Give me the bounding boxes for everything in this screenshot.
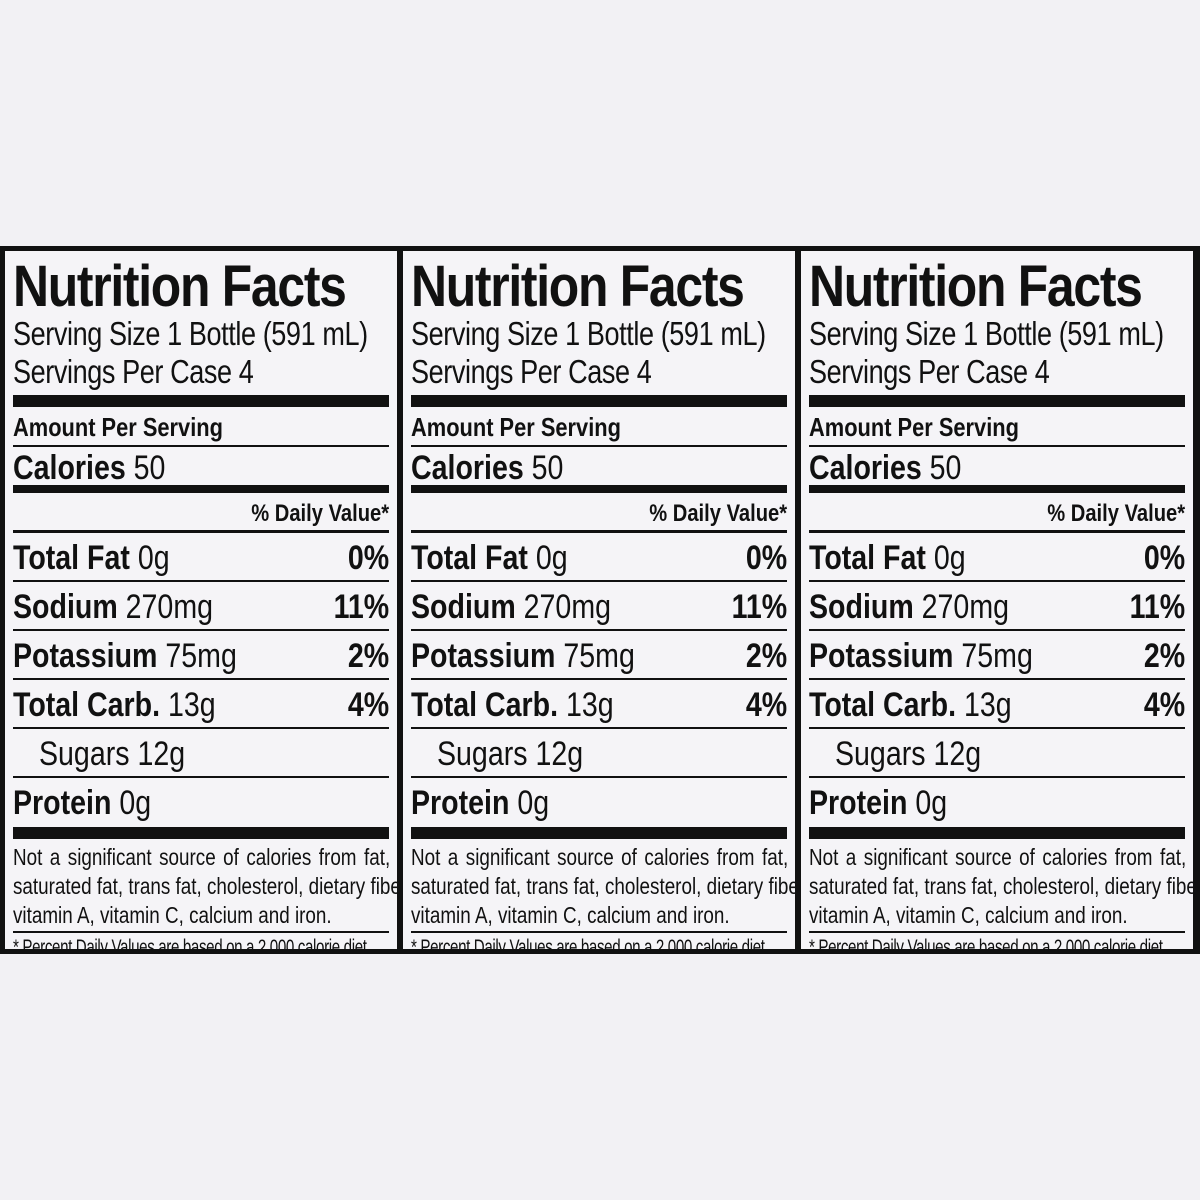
- nutrition-panel: Nutrition Facts Serving Size 1 Bottle (5…: [801, 251, 1193, 949]
- divider-medium: [809, 487, 1185, 493]
- serving-size: Serving Size 1 Bottle (591 mL): [13, 315, 368, 352]
- nutrient-row: Total Carb. 13g 4%: [809, 680, 1185, 729]
- calories-row: Calories 50: [411, 447, 787, 487]
- serving-size: Serving Size 1 Bottle (591 mL): [411, 315, 766, 352]
- nutrient-row: Sodium 270mg 11%: [809, 582, 1185, 631]
- daily-value-percent: 2%: [1143, 637, 1185, 675]
- footnote: * Percent Daily Values are based on a 2,…: [411, 936, 769, 949]
- nutrient-row: Protein 0g: [809, 784, 948, 822]
- nutrient-row: Total Fat 0g 0%: [13, 533, 389, 582]
- nutrient-row: Sodium 270mg 11%: [411, 582, 787, 631]
- not-significant-note: Not a significant source of calories fro…: [13, 844, 397, 928]
- nutrient-row: Total Fat 0g 0%: [411, 533, 787, 582]
- nutrient-row: Total Carb. 13g 4%: [13, 680, 389, 729]
- panel-title: Nutrition Facts: [13, 254, 347, 319]
- amount-per-serving: Amount Per Serving: [13, 407, 389, 447]
- panel-title: Nutrition Facts: [411, 254, 745, 319]
- daily-value-percent: 4%: [347, 686, 389, 724]
- nutrition-label-strip: Nutrition Facts Serving Size 1 Bottle (5…: [0, 246, 1200, 954]
- divider-thick: [809, 395, 1185, 407]
- divider-thick: [411, 395, 787, 407]
- calories-label: Calories: [809, 449, 922, 487]
- calories-row: Calories 50: [13, 447, 389, 487]
- servings-per-case: Servings Per Case 4: [13, 353, 254, 390]
- nutrient-row: Sodium 270mg 11%: [13, 582, 389, 631]
- daily-value-percent: 11%: [333, 588, 389, 626]
- nutrient-row: Potassium 75mg 2%: [809, 631, 1185, 680]
- nutrient-row: Protein 0g: [411, 784, 550, 822]
- footnote: * Percent Daily Values are based on a 2,…: [809, 936, 1167, 949]
- nutrition-panel: Nutrition Facts Serving Size 1 Bottle (5…: [5, 251, 397, 949]
- divider-thick: [411, 827, 787, 839]
- divider-thick: [809, 827, 1185, 839]
- nutrient-row-sub: Sugars 12g: [13, 729, 389, 778]
- not-significant-note: Not a significant source of calories fro…: [411, 844, 795, 928]
- nutrient-row: Potassium 75mg 2%: [13, 631, 389, 680]
- daily-value-percent: 4%: [745, 686, 787, 724]
- calories-value: 50: [531, 449, 564, 487]
- daily-value-header: % Daily Value*: [13, 493, 389, 533]
- daily-value-percent: 0%: [745, 539, 787, 577]
- calories-value: 50: [929, 449, 962, 487]
- divider-thin: [411, 931, 787, 933]
- calories-value: 50: [133, 449, 166, 487]
- divider-medium: [13, 487, 389, 493]
- nutrient-row: Potassium 75mg 2%: [411, 631, 787, 680]
- calories-row: Calories 50: [809, 447, 1185, 487]
- amount-per-serving: Amount Per Serving: [809, 407, 1185, 447]
- panel-title: Nutrition Facts: [809, 254, 1143, 319]
- daily-value-percent: 2%: [745, 637, 787, 675]
- daily-value-percent: 0%: [347, 539, 389, 577]
- nutrient-row: Total Fat 0g 0%: [809, 533, 1185, 582]
- serving-size: Serving Size 1 Bottle (591 mL): [809, 315, 1164, 352]
- divider-thin: [13, 931, 389, 933]
- divider-thick: [13, 827, 389, 839]
- servings-per-case: Servings Per Case 4: [411, 353, 652, 390]
- divider-thick: [13, 395, 389, 407]
- daily-value-percent: 4%: [1143, 686, 1185, 724]
- footnote: * Percent Daily Values are based on a 2,…: [13, 936, 371, 949]
- nutrient-row: Protein 0g: [13, 784, 152, 822]
- nutrition-panel: Nutrition Facts Serving Size 1 Bottle (5…: [403, 251, 795, 949]
- daily-value-percent: 11%: [731, 588, 787, 626]
- divider-medium: [411, 487, 787, 493]
- nutrient-row-sub: Sugars 12g: [411, 729, 787, 778]
- daily-value-header: % Daily Value*: [809, 493, 1185, 533]
- calories-label: Calories: [13, 449, 126, 487]
- calories-label: Calories: [411, 449, 524, 487]
- amount-per-serving: Amount Per Serving: [411, 407, 787, 447]
- nutrient-row-sub: Sugars 12g: [809, 729, 1185, 778]
- servings-per-case: Servings Per Case 4: [809, 353, 1050, 390]
- divider-thin: [809, 931, 1185, 933]
- daily-value-header: % Daily Value*: [411, 493, 787, 533]
- daily-value-percent: 11%: [1129, 588, 1185, 626]
- daily-value-percent: 0%: [1143, 539, 1185, 577]
- nutrient-row: Total Carb. 13g 4%: [411, 680, 787, 729]
- not-significant-note: Not a significant source of calories fro…: [809, 844, 1193, 928]
- daily-value-percent: 2%: [347, 637, 389, 675]
